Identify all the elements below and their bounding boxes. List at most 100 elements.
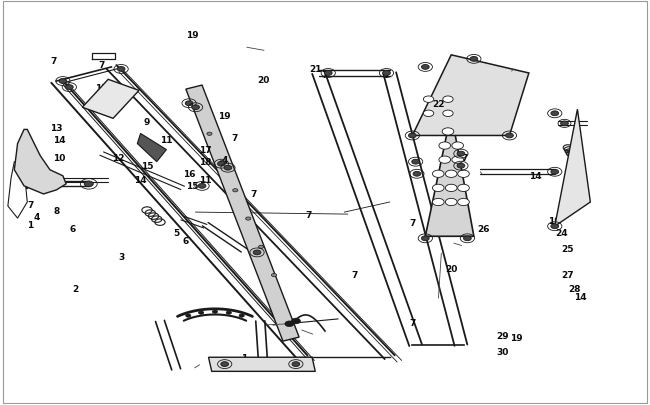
Circle shape <box>185 102 193 107</box>
Text: 12: 12 <box>112 154 124 163</box>
Circle shape <box>445 171 457 178</box>
Text: 22: 22 <box>432 100 445 109</box>
Circle shape <box>432 171 444 178</box>
Circle shape <box>551 170 558 175</box>
Circle shape <box>442 128 454 136</box>
Circle shape <box>285 321 294 327</box>
Text: 6: 6 <box>183 236 189 245</box>
Circle shape <box>233 189 238 192</box>
Circle shape <box>506 134 514 139</box>
Text: 11: 11 <box>96 83 108 92</box>
Circle shape <box>439 143 450 150</box>
Polygon shape <box>186 86 299 341</box>
Text: 7: 7 <box>322 71 328 80</box>
Text: 7: 7 <box>251 190 257 199</box>
Circle shape <box>291 318 300 324</box>
Text: 4: 4 <box>222 156 228 165</box>
Circle shape <box>560 122 568 126</box>
Text: 20: 20 <box>445 264 458 273</box>
Text: 15: 15 <box>141 162 153 171</box>
Polygon shape <box>554 110 590 227</box>
Circle shape <box>452 157 463 164</box>
Circle shape <box>59 79 67 84</box>
Circle shape <box>551 112 558 116</box>
Text: 14: 14 <box>53 136 66 145</box>
Text: 8: 8 <box>53 206 60 215</box>
Text: 23: 23 <box>575 184 587 193</box>
Circle shape <box>383 71 391 76</box>
Text: 13: 13 <box>50 124 62 132</box>
Circle shape <box>198 311 203 315</box>
Circle shape <box>221 362 229 367</box>
Circle shape <box>457 164 465 169</box>
Circle shape <box>457 152 465 157</box>
Text: 7: 7 <box>99 61 105 70</box>
Circle shape <box>117 67 125 72</box>
Text: 19: 19 <box>510 333 522 342</box>
Circle shape <box>272 274 277 277</box>
Circle shape <box>470 57 478 62</box>
Circle shape <box>192 106 200 111</box>
Polygon shape <box>209 357 315 371</box>
Circle shape <box>411 160 419 165</box>
Circle shape <box>253 250 261 255</box>
Circle shape <box>213 310 218 313</box>
Circle shape <box>551 224 558 229</box>
Polygon shape <box>412 55 529 136</box>
Polygon shape <box>425 114 474 237</box>
Text: 7: 7 <box>410 319 415 328</box>
Text: 7: 7 <box>306 210 312 219</box>
Text: 11: 11 <box>160 136 173 145</box>
Circle shape <box>226 311 231 315</box>
Circle shape <box>413 172 421 177</box>
Text: 14: 14 <box>135 176 147 185</box>
Text: 7: 7 <box>410 218 415 227</box>
Circle shape <box>408 134 416 139</box>
Text: 25: 25 <box>562 244 574 253</box>
Circle shape <box>458 185 469 192</box>
Polygon shape <box>137 134 166 162</box>
Circle shape <box>186 314 191 318</box>
Text: 4: 4 <box>34 212 40 221</box>
Circle shape <box>421 65 429 70</box>
Circle shape <box>452 143 463 150</box>
Text: 16: 16 <box>183 170 196 179</box>
Text: 14: 14 <box>529 172 541 181</box>
Circle shape <box>207 133 212 136</box>
Text: 7: 7 <box>461 154 467 163</box>
Text: 7: 7 <box>50 57 57 66</box>
Circle shape <box>220 161 225 164</box>
Text: 20: 20 <box>257 75 270 84</box>
Text: 1: 1 <box>27 220 34 229</box>
Text: 7: 7 <box>231 134 238 143</box>
Text: 17: 17 <box>199 146 212 155</box>
Circle shape <box>198 184 206 189</box>
Circle shape <box>432 199 444 206</box>
Circle shape <box>423 97 434 103</box>
Circle shape <box>84 181 94 187</box>
Text: 30: 30 <box>497 347 509 356</box>
Circle shape <box>421 236 429 241</box>
Text: 7: 7 <box>384 71 389 80</box>
Text: 10: 10 <box>53 154 66 163</box>
Text: 29: 29 <box>497 331 510 340</box>
Circle shape <box>463 236 471 241</box>
Circle shape <box>66 85 73 90</box>
Circle shape <box>292 362 300 367</box>
Circle shape <box>458 171 469 178</box>
Circle shape <box>324 71 332 76</box>
Circle shape <box>239 314 244 318</box>
Text: 1: 1 <box>241 353 247 362</box>
Circle shape <box>259 245 264 249</box>
Circle shape <box>224 166 232 171</box>
Text: 15: 15 <box>186 182 198 191</box>
Text: 14: 14 <box>575 292 587 301</box>
Text: 3: 3 <box>118 252 124 261</box>
Circle shape <box>423 111 434 117</box>
Text: 28: 28 <box>568 284 580 294</box>
Text: 7: 7 <box>351 271 358 279</box>
Text: 18: 18 <box>199 158 211 167</box>
Circle shape <box>246 217 251 221</box>
Text: 19: 19 <box>549 216 561 225</box>
Text: 6: 6 <box>70 224 75 233</box>
